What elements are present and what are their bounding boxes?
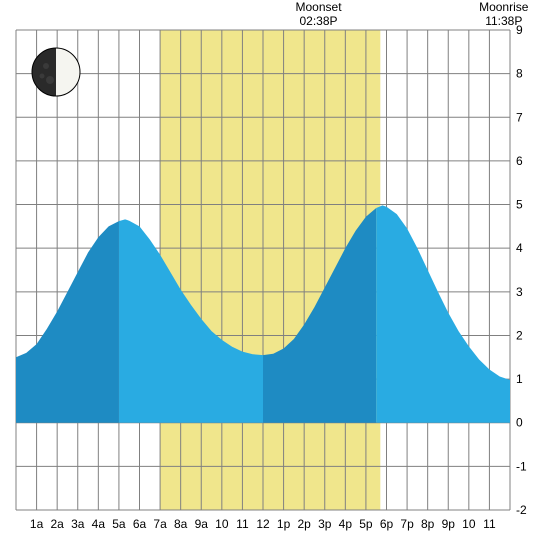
x-tick-label: 4p [339, 517, 353, 531]
y-tick-label: 4 [516, 241, 523, 255]
x-tick-label: 1p [277, 517, 291, 531]
x-tick-label: 7p [400, 517, 414, 531]
x-tick-label: 5p [359, 517, 373, 531]
x-tick-label: 9p [442, 517, 456, 531]
x-tick-label: 8p [421, 517, 435, 531]
y-tick-label: 1 [516, 372, 523, 386]
y-tick-label: 3 [516, 285, 523, 299]
moon-phase-icon [32, 48, 80, 96]
y-tick-label: 5 [516, 198, 523, 212]
y-tick-label: -2 [516, 503, 527, 517]
x-tick-label: 6a [133, 517, 147, 531]
x-tick-label: 11 [483, 517, 496, 531]
y-tick-label: -1 [516, 459, 527, 473]
y-tick-label: 7 [516, 110, 523, 124]
x-tick-label: 7a [153, 517, 167, 531]
x-tick-label: 10 [462, 517, 476, 531]
x-tick-label: 3a [71, 517, 85, 531]
x-tick-label: 5a [112, 517, 126, 531]
moonrise-label: Moonrise11:38P [474, 0, 534, 28]
x-tick-label: 1a [30, 517, 44, 531]
x-tick-label: 10 [215, 517, 229, 531]
moonrise-time: 11:38P [474, 14, 534, 28]
x-tick-label: 8a [174, 517, 188, 531]
moonrise-title: Moonrise [474, 0, 534, 14]
x-tick-label: 6p [380, 517, 394, 531]
y-tick-label: 6 [516, 154, 523, 168]
chart-svg: -2-101234567891a2a3a4a5a6a7a8a9a1011121p… [0, 0, 550, 550]
x-tick-label: 2a [50, 517, 64, 531]
x-tick-label: 4a [92, 517, 106, 531]
x-tick-label: 3p [318, 517, 332, 531]
x-tick-label: 9a [195, 517, 209, 531]
moonset-time: 02:38P [289, 14, 349, 28]
moonset-title: Moonset [289, 0, 349, 14]
y-tick-label: 2 [516, 328, 523, 342]
y-tick-label: 8 [516, 67, 523, 81]
x-tick-label: 2p [297, 517, 311, 531]
x-tick-label: 12 [256, 517, 270, 531]
y-tick-label: 0 [516, 416, 523, 430]
tide-chart: -2-101234567891a2a3a4a5a6a7a8a9a1011121p… [0, 0, 550, 550]
moonset-label: Moonset02:38P [289, 0, 349, 28]
x-tick-label: 11 [236, 517, 249, 531]
